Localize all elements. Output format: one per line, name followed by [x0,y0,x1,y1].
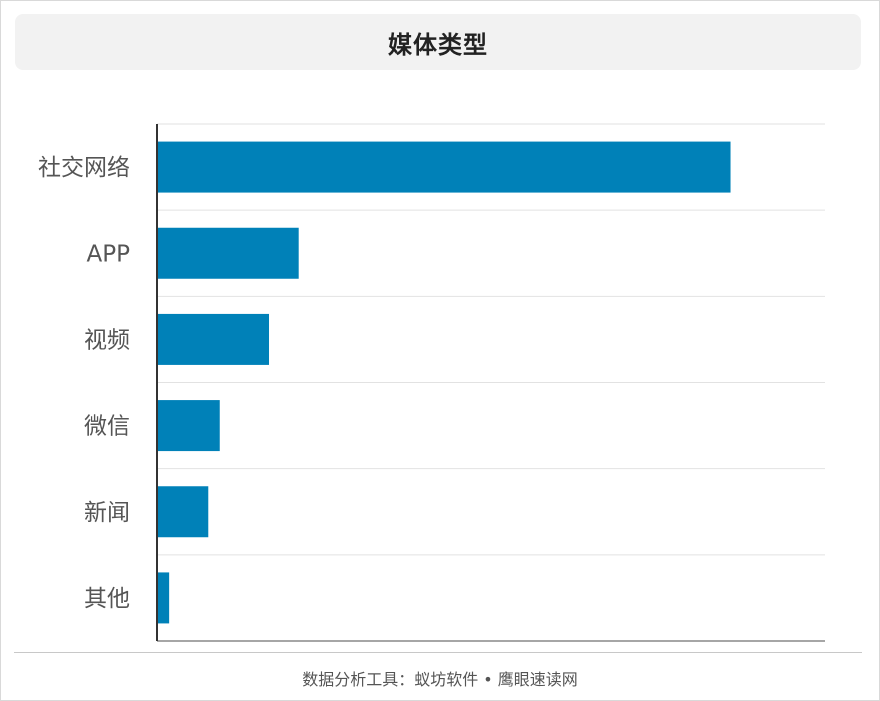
bar [157,486,209,538]
bar [157,400,220,452]
category-label: 新闻 [84,500,130,526]
bar [157,141,731,193]
category-label: 社交网络 [38,155,130,181]
footer-credit: 数据分析工具：蚁坊软件 • 鹰眼速读网 [302,670,578,689]
footer-divider [14,652,862,653]
category-label: 视频 [84,327,130,353]
bar [157,227,299,279]
category-label: 微信 [84,414,130,440]
category-label: APP [87,241,131,267]
bar [157,313,270,365]
chart-title: 媒体类型 [388,30,488,59]
title-bar: 媒体类型 [15,14,861,70]
category-label: 其他 [84,586,130,612]
bar [157,572,170,624]
